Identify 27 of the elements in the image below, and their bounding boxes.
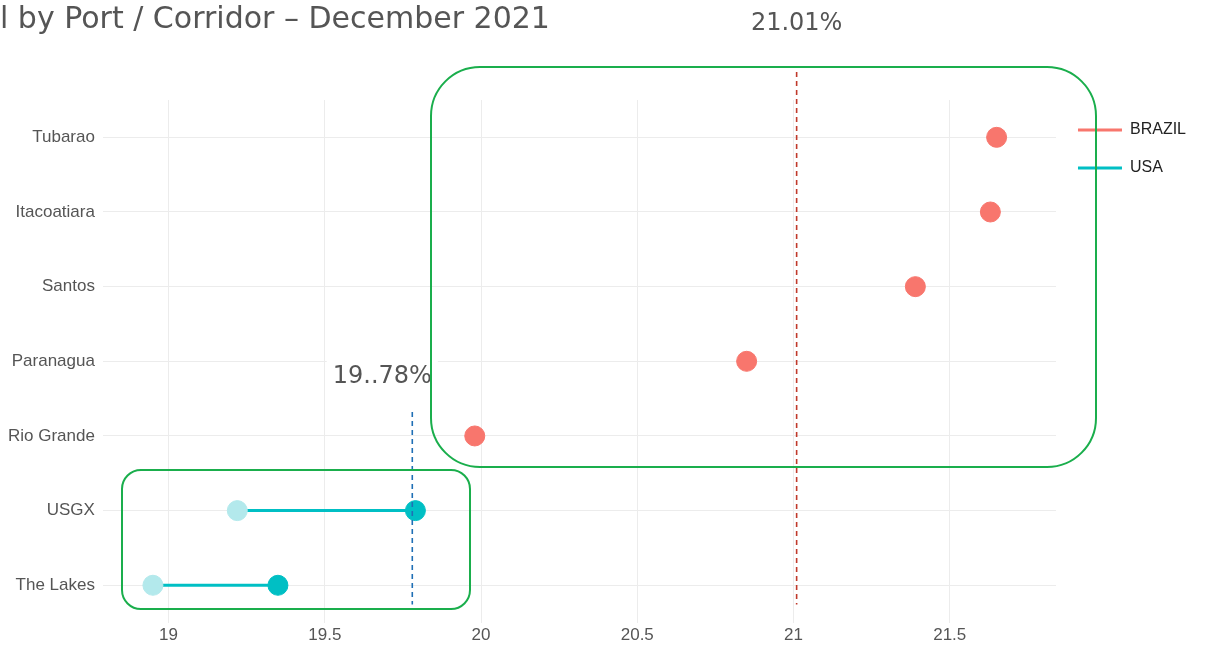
y-tick-label: USGX <box>46 500 95 520</box>
point <box>464 425 486 447</box>
x-tick-label: 21.5 <box>933 625 967 645</box>
point <box>404 500 426 522</box>
x-tick-label: 19 <box>159 625 179 645</box>
x-tick-label: 21 <box>784 625 803 645</box>
y-tick-label: Tubarao <box>32 127 95 147</box>
x-tick-label: 19.5 <box>308 625 342 645</box>
point <box>904 276 926 298</box>
point <box>142 574 164 596</box>
point <box>226 500 248 522</box>
y-tick-label: Santos <box>42 276 95 296</box>
legend-label: USA <box>1129 158 1164 176</box>
y-tick-label: Itacoatiara <box>15 201 96 221</box>
point <box>979 201 1001 223</box>
legend-label: BRAZIL <box>1129 120 1187 138</box>
chart-title: l by Port / Corridor – December 2021 <box>0 0 550 35</box>
y-tick-label: Rio Grande <box>8 425 95 445</box>
point <box>986 126 1008 148</box>
ref-line-label: 19..78% <box>332 361 432 390</box>
y-tick-label: Paranagua <box>11 350 96 370</box>
y-tick-label: The Lakes <box>15 574 95 594</box>
point <box>736 350 758 372</box>
x-tick-label: 20 <box>471 625 491 645</box>
ref-line-label: 21.01% <box>750 8 843 37</box>
x-tick-label: 20.5 <box>620 625 654 645</box>
point <box>267 574 289 596</box>
